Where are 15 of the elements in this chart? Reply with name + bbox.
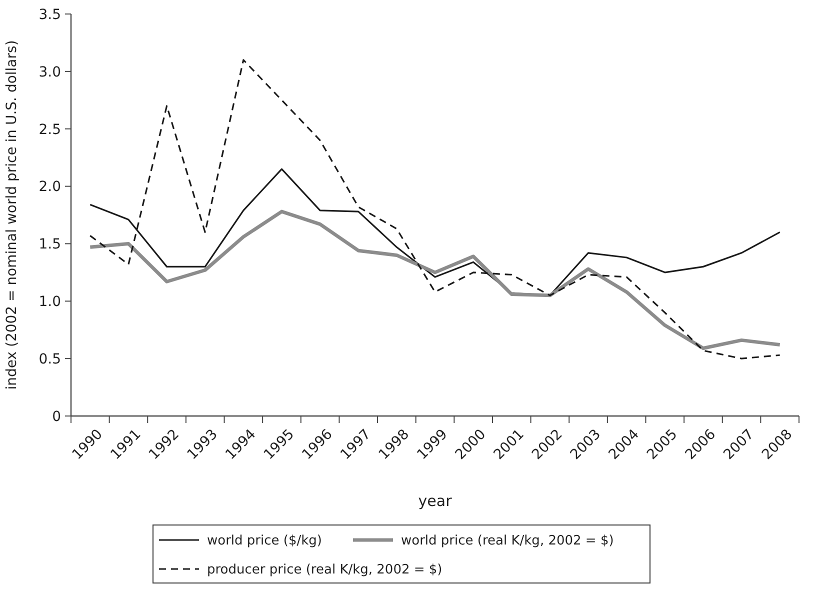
y-tick-label: 3.0 [38, 64, 61, 80]
y-axis-title: index (2002 = nominal world price in U.S. dollars) [4, 40, 20, 390]
y-tick-label: 3.5 [38, 6, 61, 23]
y-tick-label: 0 [52, 408, 61, 425]
x-axis-title: year [418, 492, 453, 510]
legend-label: world price (real K/kg, 2002 = $) [401, 534, 614, 549]
legend-label: producer price (real K/kg, 2002 = $) [207, 562, 442, 578]
line-series [88, 210, 782, 350]
y-tick-label: 0.5 [38, 351, 61, 368]
y-tick-label: 2.0 [38, 179, 61, 196]
line-series [89, 59, 781, 360]
y-tick-label: 1.5 [38, 236, 61, 253]
y-tick-label: 2.5 [38, 122, 61, 138]
legend-label: world price ($/kg) [207, 534, 322, 549]
y-tick-label: 1.0 [38, 294, 61, 310]
